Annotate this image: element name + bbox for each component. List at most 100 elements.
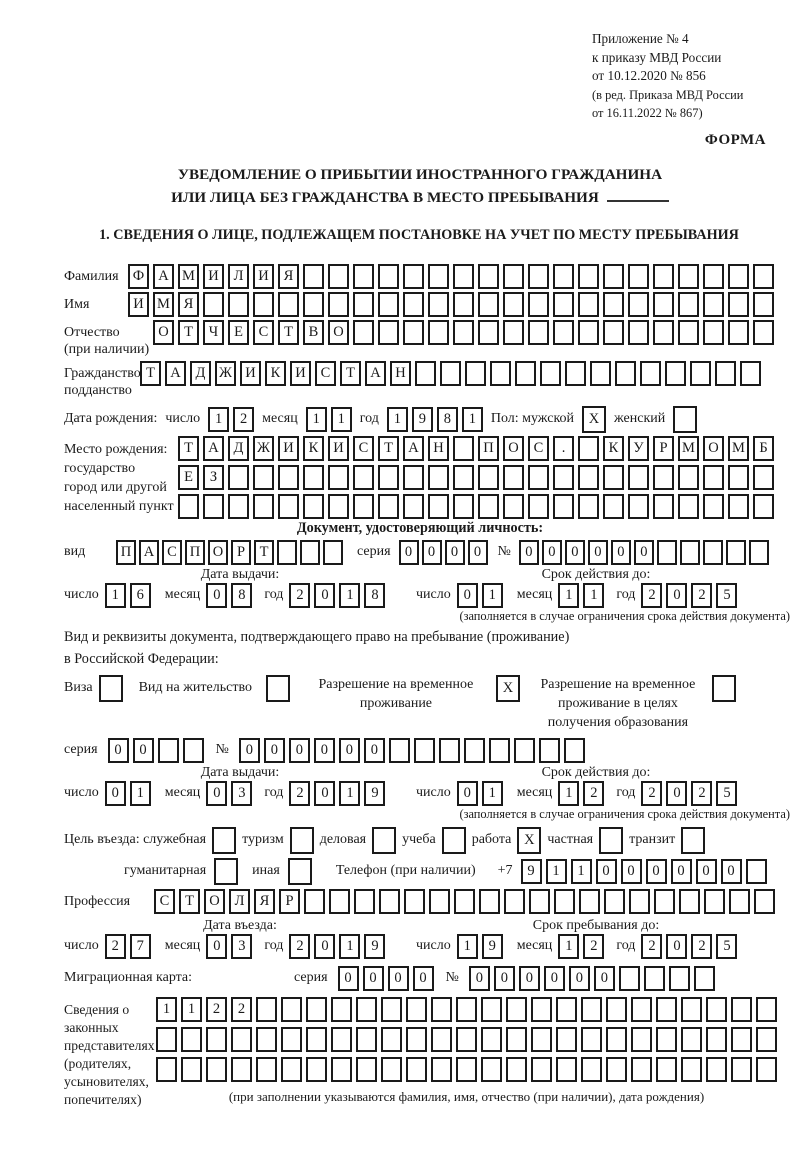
char-cell-empty[interactable] — [756, 1056, 777, 1082]
char-cell-filled[interactable]: Т — [378, 435, 399, 461]
char-cell-empty[interactable] — [331, 996, 352, 1022]
char-cell-filled[interactable]: И — [290, 360, 311, 386]
char-cell-empty[interactable] — [631, 1056, 652, 1082]
char-cell-filled[interactable]: А — [139, 539, 159, 565]
char-cell-empty[interactable] — [454, 888, 475, 914]
char-cell-filled[interactable]: Т — [278, 319, 299, 345]
char-cell-filled[interactable]: 2 — [289, 582, 311, 608]
char-cell-empty[interactable] — [253, 291, 274, 317]
char-cell-filled[interactable]: Т — [340, 360, 361, 386]
char-cell-empty[interactable] — [538, 737, 560, 763]
char-cell-filled[interactable]: 1 — [129, 780, 151, 806]
char-cell-filled[interactable]: 1 — [558, 933, 580, 959]
char-cell-filled[interactable]: 1 — [339, 582, 361, 608]
char-cell-empty[interactable] — [212, 826, 237, 854]
char-cell-empty[interactable] — [182, 737, 204, 763]
char-cell-empty[interactable] — [631, 996, 652, 1022]
char-cell-filled[interactable]: 0 — [695, 858, 717, 884]
char-cell-filled[interactable]: А — [403, 435, 424, 461]
char-cell-empty[interactable] — [640, 360, 661, 386]
char-cell-empty[interactable] — [728, 291, 749, 317]
char-cell-empty[interactable] — [603, 493, 624, 519]
char-cell-empty[interactable] — [453, 319, 474, 345]
char-cell-empty[interactable] — [656, 1056, 677, 1082]
char-cell-filled[interactable]: М — [678, 435, 699, 461]
char-cell-filled[interactable]: О — [204, 888, 225, 914]
char-cell-filled[interactable]: Е — [228, 319, 249, 345]
char-cell-empty[interactable] — [693, 965, 715, 991]
char-cell-empty[interactable] — [331, 1026, 352, 1052]
char-cell-filled[interactable]: 3 — [231, 780, 253, 806]
char-cell-empty[interactable] — [428, 291, 449, 317]
char-cell-empty[interactable] — [453, 435, 474, 461]
char-cell-filled[interactable]: 9 — [364, 933, 386, 959]
char-cell-empty[interactable] — [256, 1056, 277, 1082]
char-cell-filled[interactable]: П — [185, 539, 205, 565]
char-cell-empty[interactable] — [604, 888, 625, 914]
char-cell-empty[interactable] — [206, 1026, 227, 1052]
char-cell-empty[interactable] — [256, 1026, 277, 1052]
char-cell-filled[interactable]: К — [265, 360, 286, 386]
char-cell-filled[interactable]: Ч — [203, 319, 224, 345]
char-cell-empty[interactable] — [323, 539, 343, 565]
char-cell-filled[interactable]: . — [553, 435, 574, 461]
char-cell-empty[interactable] — [281, 996, 302, 1022]
char-cell-empty[interactable] — [303, 291, 324, 317]
char-cell-empty[interactable] — [413, 737, 435, 763]
char-cell-empty[interactable] — [406, 1026, 427, 1052]
char-cell-filled[interactable]: 8 — [364, 582, 386, 608]
char-cell-empty[interactable] — [456, 996, 477, 1022]
char-cell-empty[interactable] — [406, 996, 427, 1022]
char-cell-empty[interactable] — [578, 263, 599, 289]
char-cell-empty[interactable] — [740, 360, 761, 386]
char-cell-empty[interactable] — [481, 996, 502, 1022]
char-cell-empty[interactable] — [278, 291, 299, 317]
char-cell-empty[interactable] — [643, 965, 665, 991]
char-cell-empty[interactable] — [681, 996, 702, 1022]
char-cell-filled[interactable]: 0 — [314, 780, 336, 806]
char-cell-filled[interactable]: 0 — [206, 780, 228, 806]
char-cell-filled[interactable]: 0 — [666, 582, 688, 608]
char-cell-empty[interactable] — [656, 539, 677, 565]
char-cell-filled[interactable]: Н — [390, 360, 411, 386]
char-cell-empty[interactable] — [703, 464, 724, 490]
char-cell-filled[interactable]: Ж — [253, 435, 274, 461]
char-cell-empty[interactable] — [678, 493, 699, 519]
char-cell-empty[interactable] — [703, 291, 724, 317]
char-cell-filled[interactable]: 0 — [398, 539, 419, 565]
char-cell-empty[interactable] — [703, 263, 724, 289]
char-cell-empty[interactable] — [678, 319, 699, 345]
char-cell-empty[interactable] — [406, 1056, 427, 1082]
char-cell-empty[interactable] — [490, 360, 511, 386]
char-cell-empty[interactable] — [590, 360, 611, 386]
char-cell-empty[interactable] — [606, 1056, 627, 1082]
char-cell-empty[interactable] — [506, 1026, 527, 1052]
char-cell-empty[interactable] — [453, 464, 474, 490]
char-cell-empty[interactable] — [328, 291, 349, 317]
char-cell-filled[interactable]: И — [328, 435, 349, 461]
char-cell-filled[interactable]: 0 — [518, 539, 539, 565]
char-cell-empty[interactable] — [438, 737, 460, 763]
char-cell-filled[interactable]: 0 — [412, 965, 434, 991]
char-cell-filled[interactable]: Ж — [215, 360, 236, 386]
char-cell-filled[interactable]: И — [128, 291, 149, 317]
char-cell-empty[interactable] — [756, 996, 777, 1022]
char-cell-empty[interactable] — [599, 826, 624, 854]
char-cell-empty[interactable] — [628, 464, 649, 490]
char-cell-filled[interactable]: 0 — [314, 933, 336, 959]
char-cell-empty[interactable] — [531, 1026, 552, 1052]
char-cell-filled[interactable]: Л — [228, 263, 249, 289]
char-cell-empty[interactable] — [703, 319, 724, 345]
char-cell-filled[interactable]: 1 — [545, 858, 567, 884]
char-cell-filled[interactable]: 0 — [206, 582, 228, 608]
char-cell-filled[interactable]: К — [303, 435, 324, 461]
char-cell-filled[interactable]: 1 — [481, 780, 503, 806]
char-cell-empty[interactable] — [528, 493, 549, 519]
char-cell-filled[interactable]: 2 — [583, 780, 605, 806]
char-cell-empty[interactable] — [303, 464, 324, 490]
char-cell-filled[interactable]: С — [353, 435, 374, 461]
char-cell-empty[interactable] — [715, 360, 736, 386]
char-cell-empty[interactable] — [156, 1056, 177, 1082]
char-cell-empty[interactable] — [728, 464, 749, 490]
char-cell-empty[interactable] — [353, 291, 374, 317]
